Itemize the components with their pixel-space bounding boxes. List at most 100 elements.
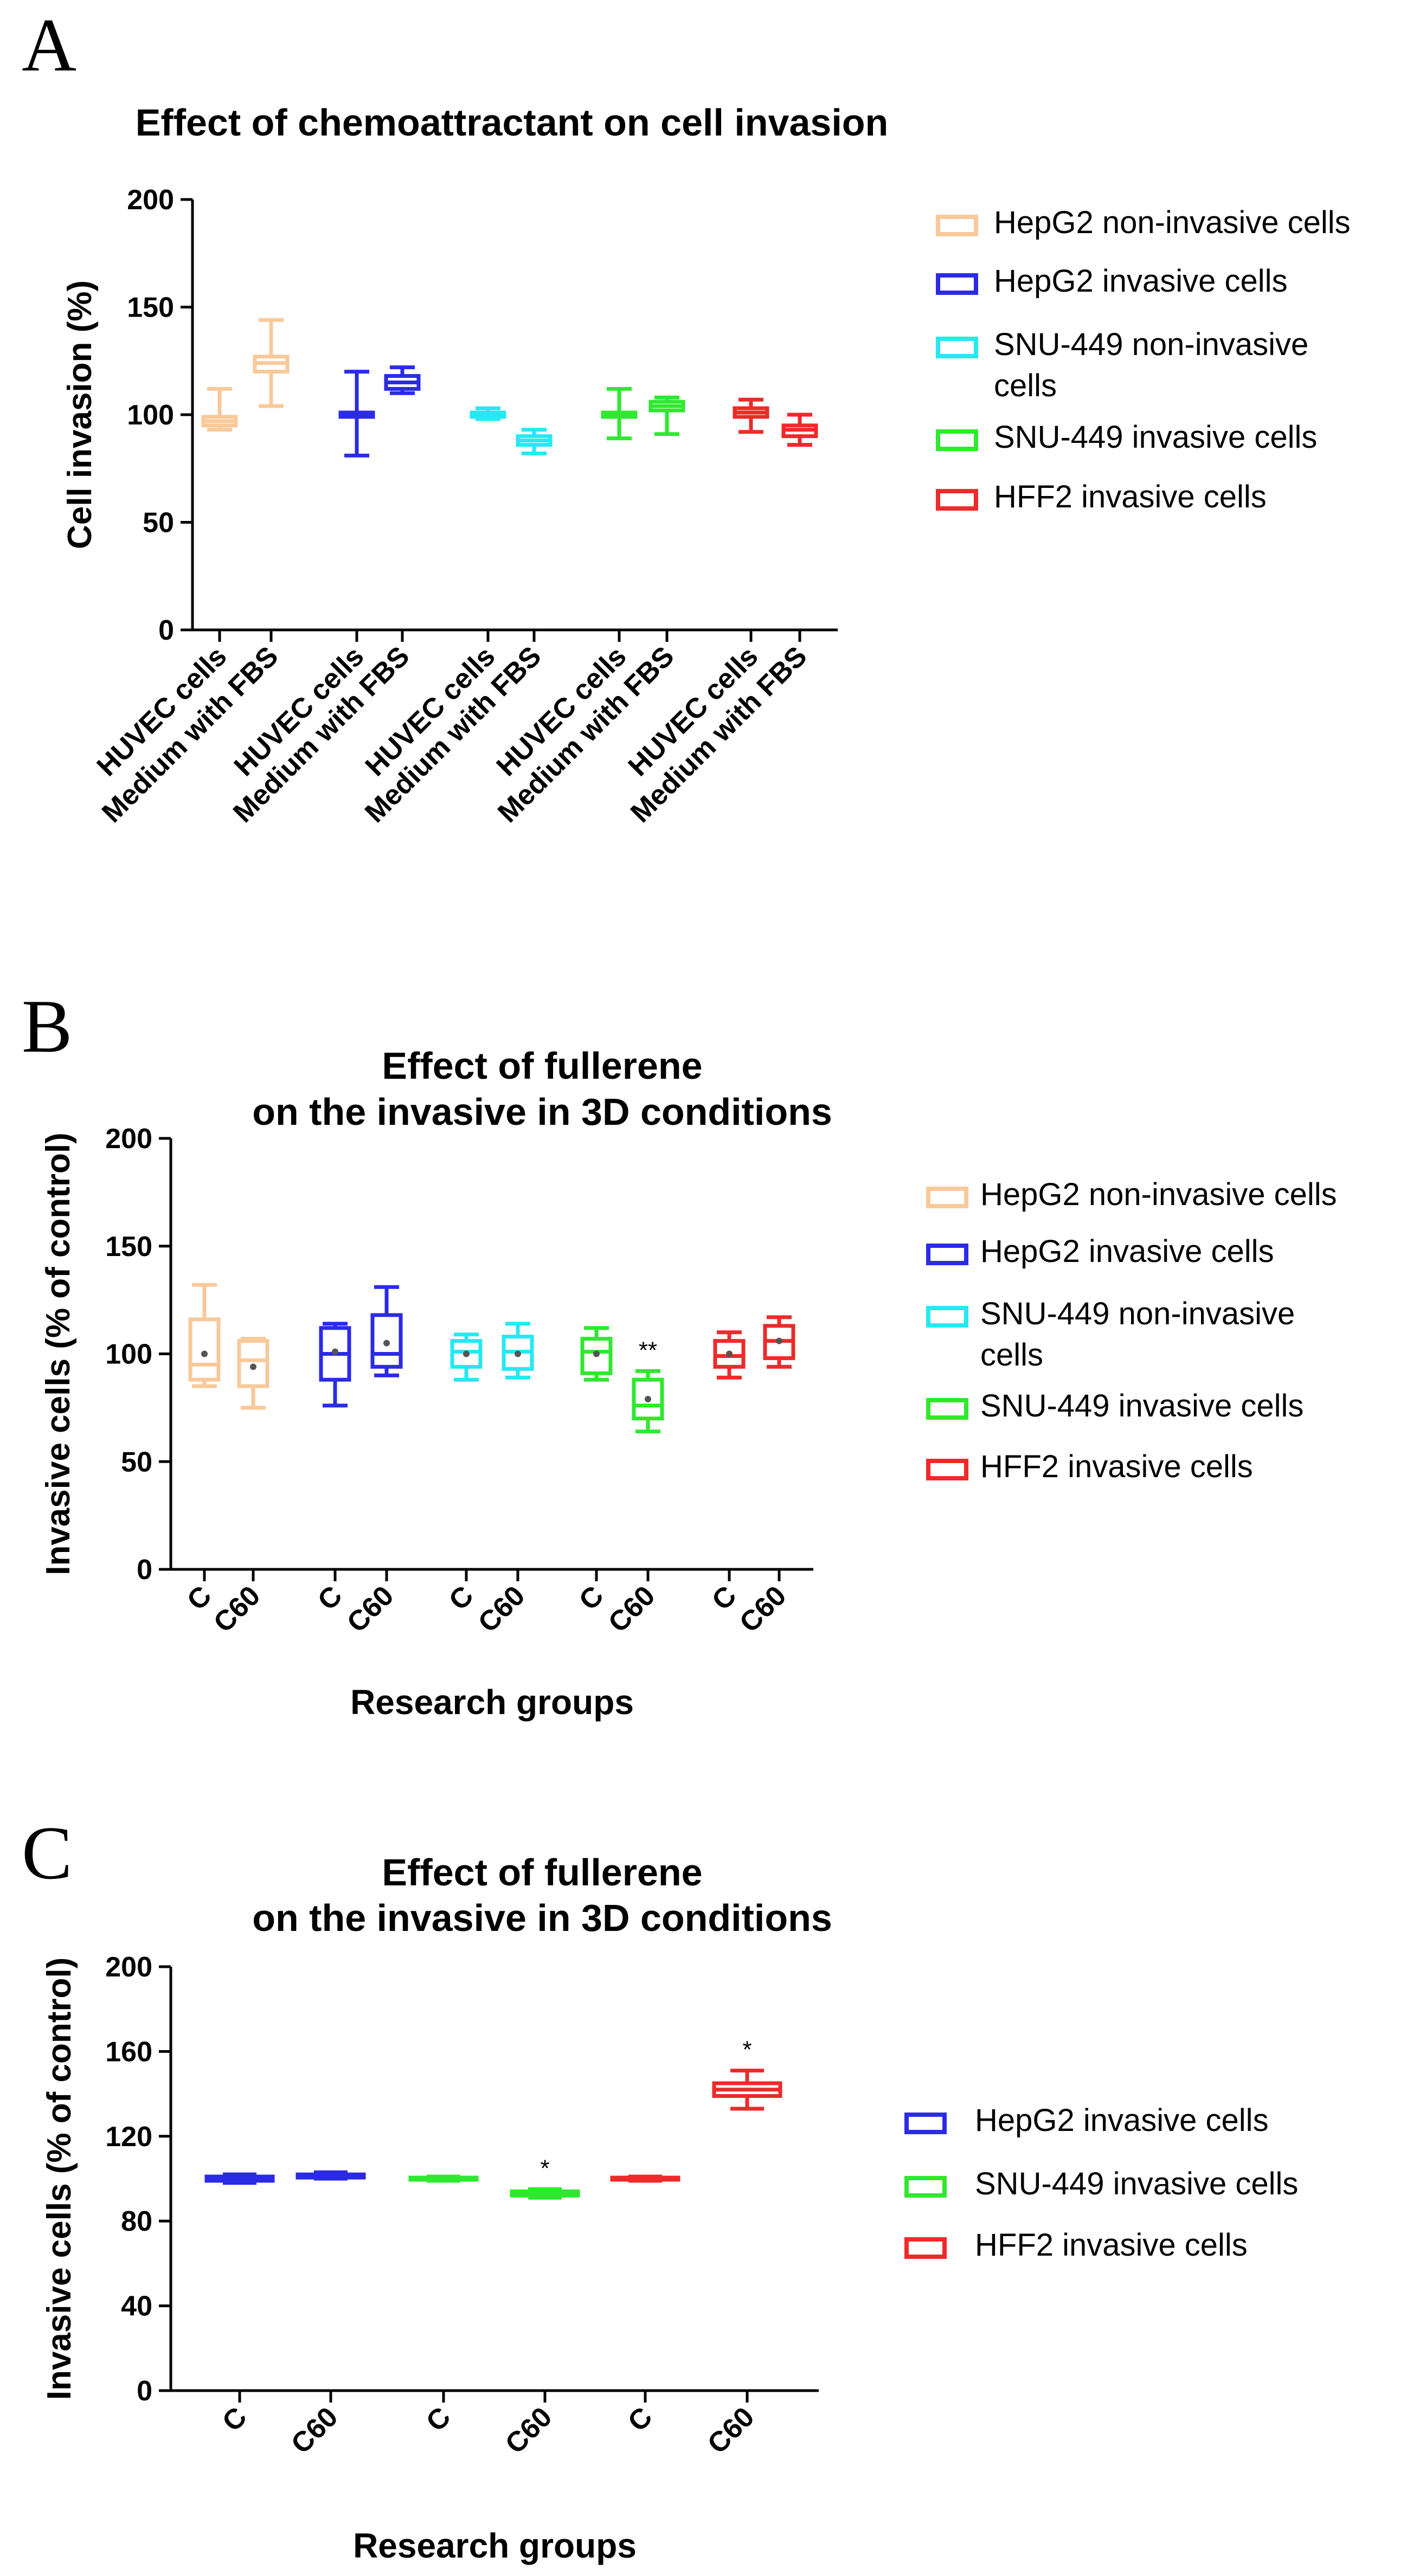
box-mean-dot bbox=[332, 1348, 338, 1355]
significance-marker: ** bbox=[639, 1337, 657, 1363]
panel-letter: C bbox=[22, 1811, 72, 1895]
box-plot bbox=[763, 1315, 795, 1369]
box-plot bbox=[632, 1369, 664, 1434]
legend-label: HepG2 invasive cells bbox=[994, 263, 1288, 299]
box-mean-dot bbox=[726, 1350, 733, 1357]
chart-title: on the invasive in 3D conditions bbox=[252, 1091, 832, 1133]
box-plot bbox=[204, 2172, 275, 2185]
x-tick-label: C bbox=[312, 1580, 349, 1617]
x-tick-label: C bbox=[216, 2401, 253, 2438]
x-tick-label: C60 bbox=[602, 1580, 661, 1638]
y-tick-label: 100 bbox=[127, 400, 174, 431]
legend-swatch bbox=[904, 2113, 947, 2134]
legend-label: HFF2 invasive cells bbox=[975, 2227, 1248, 2263]
x-tick-label: C60 bbox=[499, 2401, 558, 2459]
y-tick-label: 0 bbox=[158, 615, 174, 646]
box-iqr bbox=[632, 1377, 664, 1421]
box-plot bbox=[188, 1283, 221, 1388]
x-tick-label: C bbox=[622, 2401, 659, 2438]
x-axis-label: Research groups bbox=[353, 2526, 637, 2565]
box-iqr bbox=[237, 1339, 269, 1388]
box-mean-dot bbox=[776, 1337, 782, 1344]
y-tick-label: 150 bbox=[127, 292, 174, 324]
x-tick-label: C60 bbox=[734, 1580, 792, 1638]
box-mean-dot bbox=[645, 1395, 651, 1402]
y-tick-label: 50 bbox=[121, 1446, 152, 1478]
x-tick-label: C60 bbox=[208, 1580, 266, 1638]
box-plot bbox=[516, 428, 553, 455]
legend-label: HepG2 invasive cells bbox=[975, 2103, 1269, 2138]
x-tick-label: C bbox=[181, 1580, 218, 1617]
y-tick-label: 160 bbox=[105, 2036, 152, 2068]
box-mean-dot bbox=[383, 1339, 390, 1347]
box-mean-dot bbox=[201, 1350, 208, 1357]
box-iqr bbox=[188, 1317, 221, 1382]
legend-label: SNU-449 non-invasive bbox=[994, 327, 1308, 362]
panel-letter: B bbox=[22, 984, 72, 1068]
box-plot bbox=[712, 2069, 782, 2111]
box-plot bbox=[384, 365, 421, 395]
y-tick-label: 200 bbox=[105, 1952, 152, 1983]
box-plot bbox=[610, 2174, 680, 2183]
legend-swatch bbox=[936, 215, 978, 236]
legend-label: SNU-449 invasive cells bbox=[980, 1388, 1303, 1424]
legend-swatch bbox=[926, 1187, 968, 1208]
box-plot bbox=[370, 1285, 403, 1377]
legend-label: HFF2 invasive cells bbox=[980, 1449, 1253, 1484]
box-plot bbox=[450, 1332, 483, 1382]
box-iqr bbox=[713, 1339, 746, 1369]
chart-title: Effect of fullerene bbox=[382, 1045, 702, 1087]
box-plot bbox=[470, 406, 506, 421]
y-axis-label: Invasive cells (% of control) bbox=[40, 1132, 77, 1575]
box-plot bbox=[510, 2187, 580, 2200]
legend-swatch bbox=[936, 273, 978, 295]
x-tick-label: C60 bbox=[285, 2401, 344, 2459]
x-tick-label: C60 bbox=[341, 1580, 400, 1638]
x-tick-label: C bbox=[706, 1580, 743, 1617]
box-mean-dot bbox=[463, 1350, 470, 1357]
box-plot bbox=[781, 413, 818, 447]
legend-swatch bbox=[926, 1244, 968, 1265]
legend-swatch bbox=[904, 2176, 947, 2198]
y-tick-label: 200 bbox=[127, 184, 174, 216]
x-tick-label: C bbox=[443, 1580, 480, 1617]
legend-swatch bbox=[936, 489, 978, 511]
box-mean-dot bbox=[250, 1363, 256, 1370]
box-mean-dot bbox=[593, 1350, 600, 1357]
legend-swatch bbox=[926, 1459, 968, 1480]
legend-label: cells bbox=[980, 1337, 1043, 1373]
legend-swatch bbox=[926, 1398, 968, 1420]
legend-swatch bbox=[904, 2237, 947, 2259]
box-plot bbox=[319, 1322, 351, 1408]
y-tick-label: 200 bbox=[105, 1123, 152, 1155]
box-plot bbox=[408, 2174, 479, 2183]
legend-label: HepG2 non-invasive cells bbox=[980, 1177, 1337, 1212]
box-plot bbox=[201, 387, 238, 432]
legend-swatch bbox=[926, 1306, 968, 1328]
legend-label: SNU-449 non-invasive bbox=[980, 1296, 1295, 1331]
x-tick-label: C60 bbox=[702, 2401, 760, 2459]
box-iqr bbox=[450, 1339, 483, 1369]
y-tick-label: 0 bbox=[137, 1554, 152, 1586]
box-plot bbox=[502, 1322, 534, 1380]
box-plot bbox=[648, 395, 685, 436]
panel-a: A Effect of chemoattractant on cell invas… bbox=[22, 3, 1351, 829]
box-plot bbox=[237, 1337, 269, 1410]
y-tick-label: 40 bbox=[121, 2291, 152, 2322]
y-axis-label: Cell invasion (%) bbox=[61, 280, 99, 549]
chart-title: Effect of chemoattractant on cell invasi… bbox=[136, 101, 889, 144]
chart-title: Effect of fullerene bbox=[382, 1851, 702, 1894]
legend-label: SNU-449 invasive cells bbox=[975, 2166, 1298, 2201]
significance-marker: * bbox=[742, 2037, 752, 2063]
y-tick-label: 0 bbox=[137, 2375, 152, 2407]
y-tick-label: 100 bbox=[105, 1339, 152, 1370]
y-axis-label: Invasive cells (% of control) bbox=[41, 1957, 78, 2400]
significance-marker: * bbox=[540, 2155, 549, 2182]
legend-label: cells bbox=[994, 368, 1057, 403]
box-plot bbox=[733, 397, 769, 434]
y-tick-label: 150 bbox=[105, 1231, 152, 1263]
legend-label: HepG2 non-invasive cells bbox=[994, 205, 1351, 240]
